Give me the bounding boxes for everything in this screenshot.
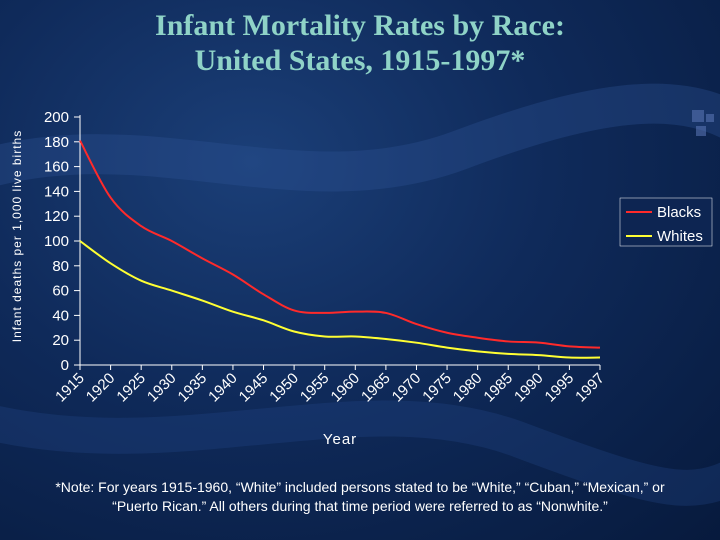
x-tick-label: 1980 [450, 370, 486, 406]
x-tick-label: 1970 [389, 370, 425, 406]
x-tick-label: 1920 [83, 370, 119, 406]
y-tick-label: 160 [44, 159, 69, 176]
y-tick-label: 0 [61, 357, 69, 374]
y-tick-label: 200 [44, 109, 69, 126]
legend-label-whites: Whites [657, 228, 703, 245]
series-line-whites [79, 240, 601, 359]
x-tick-label: 1990 [511, 370, 547, 406]
x-tick-label: 1925 [113, 370, 149, 406]
x-tick-label: 1940 [205, 370, 241, 406]
x-tick-label: 1997 [572, 370, 608, 406]
legend-label-blacks: Blacks [657, 204, 701, 221]
x-tick-label: 1965 [358, 370, 394, 406]
y-tick-label: 60 [52, 283, 69, 300]
y-tick-label: 100 [44, 233, 69, 250]
x-tick-label: 1945 [236, 370, 272, 406]
x-tick-label: 1955 [297, 370, 333, 406]
legend-box [619, 197, 713, 247]
y-axis-label: Infant deaths per 1,000 live births [10, 130, 24, 342]
chart-axes [79, 115, 600, 366]
x-tick-label: 1975 [419, 370, 455, 406]
title-line-2: United States, 1915-1997* [194, 44, 526, 77]
y-tick-label: 180 [44, 134, 69, 151]
y-axis-ticks: 0 20 40 60 80 100 120 140 160 180 200 [44, 109, 80, 374]
x-tick-label: 1995 [542, 370, 578, 406]
y-tick-label: 120 [44, 208, 69, 225]
chart-series [79, 140, 601, 359]
y-tick-label: 40 [52, 307, 69, 324]
x-axis-label: Year [323, 431, 357, 448]
chart-legend: Blacks Whites [619, 197, 713, 247]
slide-title: Infant Mortality Rates by Race: United S… [0, 8, 720, 78]
footnote: *Note: For years 1915-1960, “White” incl… [55, 479, 665, 514]
x-axis-ticks: 1915192019251930193519401945195019551960… [52, 365, 608, 405]
x-tick-label: 1930 [144, 370, 180, 406]
y-tick-label: 80 [52, 258, 69, 275]
title-line-1: Infant Mortality Rates by Race: [155, 9, 565, 42]
series-line-blacks [79, 140, 601, 349]
x-tick-label: 1960 [328, 370, 364, 406]
y-tick-label: 20 [52, 332, 69, 349]
x-tick-label: 1950 [266, 370, 302, 406]
x-tick-label: 1985 [480, 370, 516, 406]
x-tick-label: 1915 [52, 370, 88, 406]
y-tick-label: 140 [44, 183, 69, 200]
x-tick-label: 1935 [175, 370, 211, 406]
